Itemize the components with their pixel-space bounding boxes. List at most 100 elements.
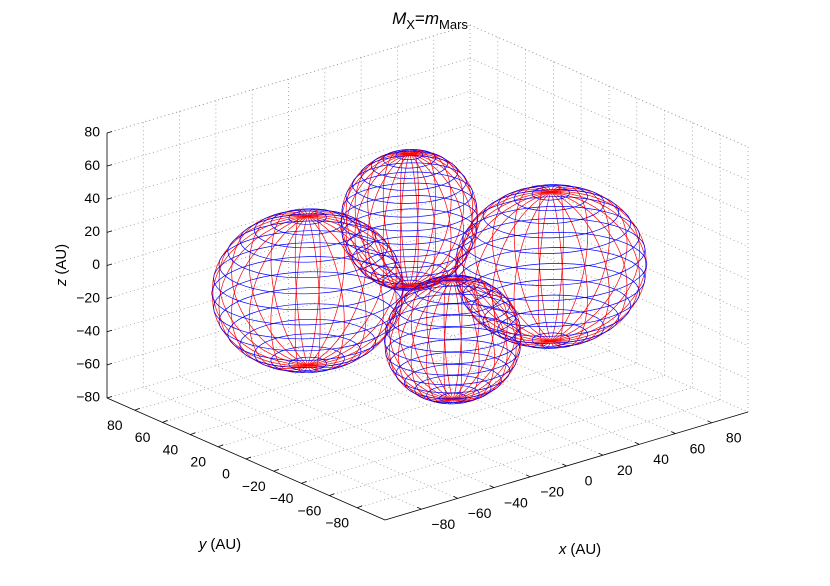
grid-line bbox=[273, 362, 637, 472]
axis-unit: (AU) bbox=[210, 536, 241, 553]
x-tick-label: −40 bbox=[504, 494, 528, 510]
parallel bbox=[461, 206, 640, 270]
parallel bbox=[414, 275, 492, 304]
y-tick bbox=[245, 456, 252, 460]
title-part: m bbox=[425, 9, 439, 28]
title-part: = bbox=[415, 9, 425, 28]
x-tick-label: 40 bbox=[653, 451, 669, 467]
parallel bbox=[383, 314, 522, 365]
meridian bbox=[307, 208, 321, 366]
x-tick bbox=[489, 485, 495, 488]
z-tick-label: 80 bbox=[84, 124, 100, 140]
parallel bbox=[389, 293, 517, 340]
z-tick-label: −60 bbox=[76, 356, 100, 372]
meridian bbox=[538, 184, 552, 342]
parallel bbox=[482, 294, 620, 344]
grid-line bbox=[469, 256, 749, 380]
axis-variable: x bbox=[558, 541, 567, 558]
meridian bbox=[294, 216, 309, 374]
y-tick-label: 80 bbox=[107, 417, 123, 433]
y-tick-label: −40 bbox=[270, 490, 294, 506]
x-tick bbox=[634, 442, 640, 445]
y-tick bbox=[134, 407, 140, 411]
meridian bbox=[400, 149, 410, 287]
meridian bbox=[409, 153, 478, 287]
grid-line bbox=[469, 57, 749, 181]
grid-line bbox=[301, 375, 665, 484]
x-tick bbox=[453, 496, 458, 499]
parallel bbox=[385, 303, 521, 353]
axis-variable: z bbox=[53, 278, 70, 287]
meridian bbox=[537, 191, 552, 349]
title-part: X bbox=[406, 17, 415, 32]
grid-line bbox=[143, 386, 422, 510]
x-tick bbox=[526, 474, 531, 478]
parallel bbox=[370, 150, 448, 179]
z-tick bbox=[106, 263, 113, 266]
parallel bbox=[439, 392, 467, 404]
parallel bbox=[340, 195, 479, 245]
x-tick bbox=[562, 463, 567, 467]
z-tick-label: 20 bbox=[84, 223, 100, 239]
parallel bbox=[395, 285, 511, 327]
meridian bbox=[409, 153, 419, 291]
parallel bbox=[395, 351, 511, 394]
grid-line bbox=[179, 376, 458, 499]
parallel bbox=[456, 247, 646, 315]
parallel bbox=[414, 375, 492, 403]
z-tick bbox=[106, 230, 113, 233]
surface bbox=[211, 208, 405, 374]
parallel bbox=[482, 189, 620, 239]
grid-line bbox=[469, 223, 749, 347]
z-tick bbox=[106, 164, 113, 167]
parallel bbox=[345, 222, 474, 269]
parallel bbox=[395, 149, 424, 161]
y-tick-label: 0 bbox=[222, 466, 230, 482]
grid-line bbox=[324, 332, 603, 456]
parallel bbox=[218, 230, 397, 295]
axis-variable: y bbox=[198, 536, 208, 553]
parallel bbox=[351, 162, 467, 204]
parallel bbox=[497, 309, 605, 348]
grid-line bbox=[288, 343, 567, 467]
parallel bbox=[513, 321, 588, 349]
y-tick-label: −80 bbox=[325, 515, 349, 531]
meridian bbox=[294, 208, 309, 366]
grid-line bbox=[215, 365, 495, 488]
meridian bbox=[409, 153, 478, 287]
meridian bbox=[461, 191, 551, 343]
axis-unit: (AU) bbox=[570, 541, 601, 558]
surface bbox=[383, 274, 522, 405]
z-tick-label: −80 bbox=[76, 389, 100, 405]
y-tick-label: −20 bbox=[242, 478, 266, 494]
meridian bbox=[550, 191, 564, 349]
z-tick bbox=[106, 329, 113, 333]
z-tick-label: 0 bbox=[92, 256, 100, 272]
grid-line bbox=[469, 90, 749, 214]
x-tick bbox=[707, 420, 712, 424]
x-tick-label: 60 bbox=[690, 440, 706, 456]
z-tick bbox=[106, 197, 113, 200]
z-tick bbox=[106, 362, 113, 366]
meridian bbox=[550, 190, 640, 342]
x-tick-label: −80 bbox=[431, 516, 455, 532]
grid-line bbox=[469, 190, 749, 313]
parallel bbox=[389, 339, 517, 386]
pane-edge bbox=[469, 24, 749, 148]
parallel bbox=[253, 333, 362, 373]
grid-line bbox=[134, 301, 498, 411]
grid-line bbox=[397, 311, 676, 434]
grid-line bbox=[469, 124, 749, 247]
y-axis-label: y (AU) bbox=[198, 536, 241, 553]
parallel bbox=[211, 256, 405, 326]
x-tick-label: 0 bbox=[585, 473, 593, 489]
parallel bbox=[351, 236, 467, 278]
surface bbox=[454, 184, 648, 349]
meridian bbox=[307, 216, 321, 373]
x-axis-label: x (AU) bbox=[558, 541, 601, 558]
z-tick-label: 60 bbox=[84, 157, 100, 173]
parallel bbox=[456, 218, 646, 286]
parallel bbox=[461, 263, 640, 327]
